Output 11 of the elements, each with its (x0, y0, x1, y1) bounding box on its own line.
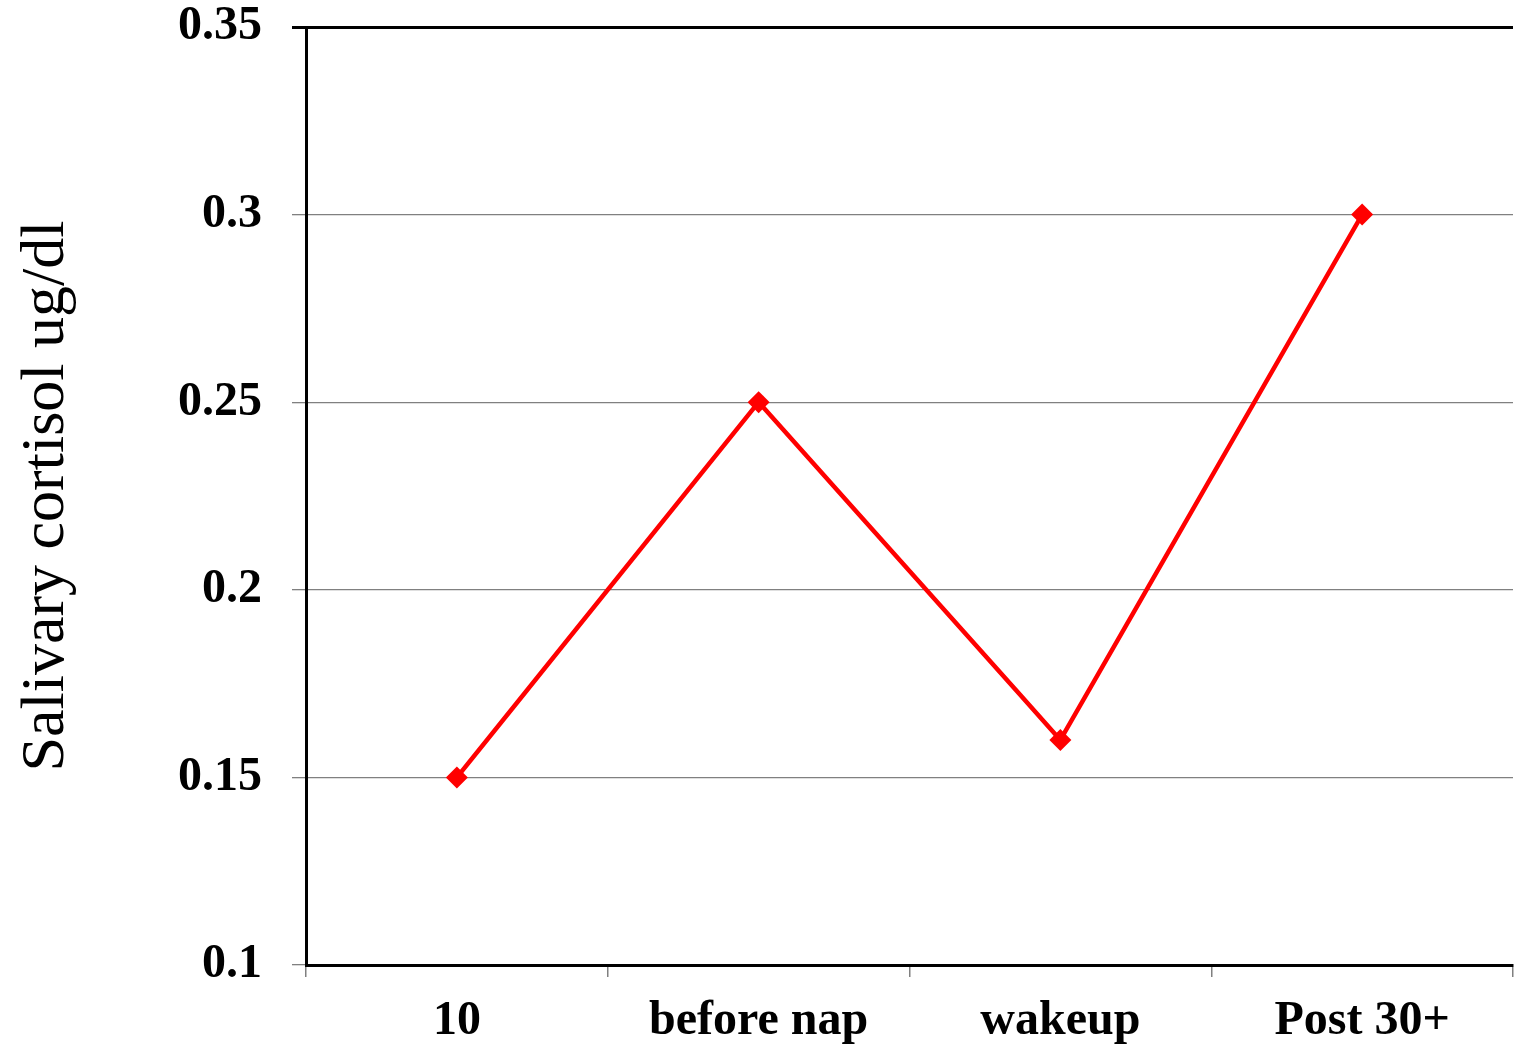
x-tick-label: Post 30+ (1274, 991, 1450, 1045)
y-tick-label: 0.35 (178, 0, 262, 50)
x-tick-label: wakeup (980, 991, 1141, 1045)
x-tick-label: before nap (649, 991, 869, 1045)
y-tick-label: 0.3 (202, 184, 262, 238)
y-tick-label: 0.1 (202, 934, 262, 988)
y-tick-label: 0.25 (178, 371, 262, 425)
x-tick-label: 10 (432, 991, 481, 1045)
y-tick-label: 0.15 (178, 746, 262, 800)
y-axis-title: Salivary cortisol ug/dl (8, 220, 77, 772)
y-tick-label: 0.2 (202, 559, 262, 613)
